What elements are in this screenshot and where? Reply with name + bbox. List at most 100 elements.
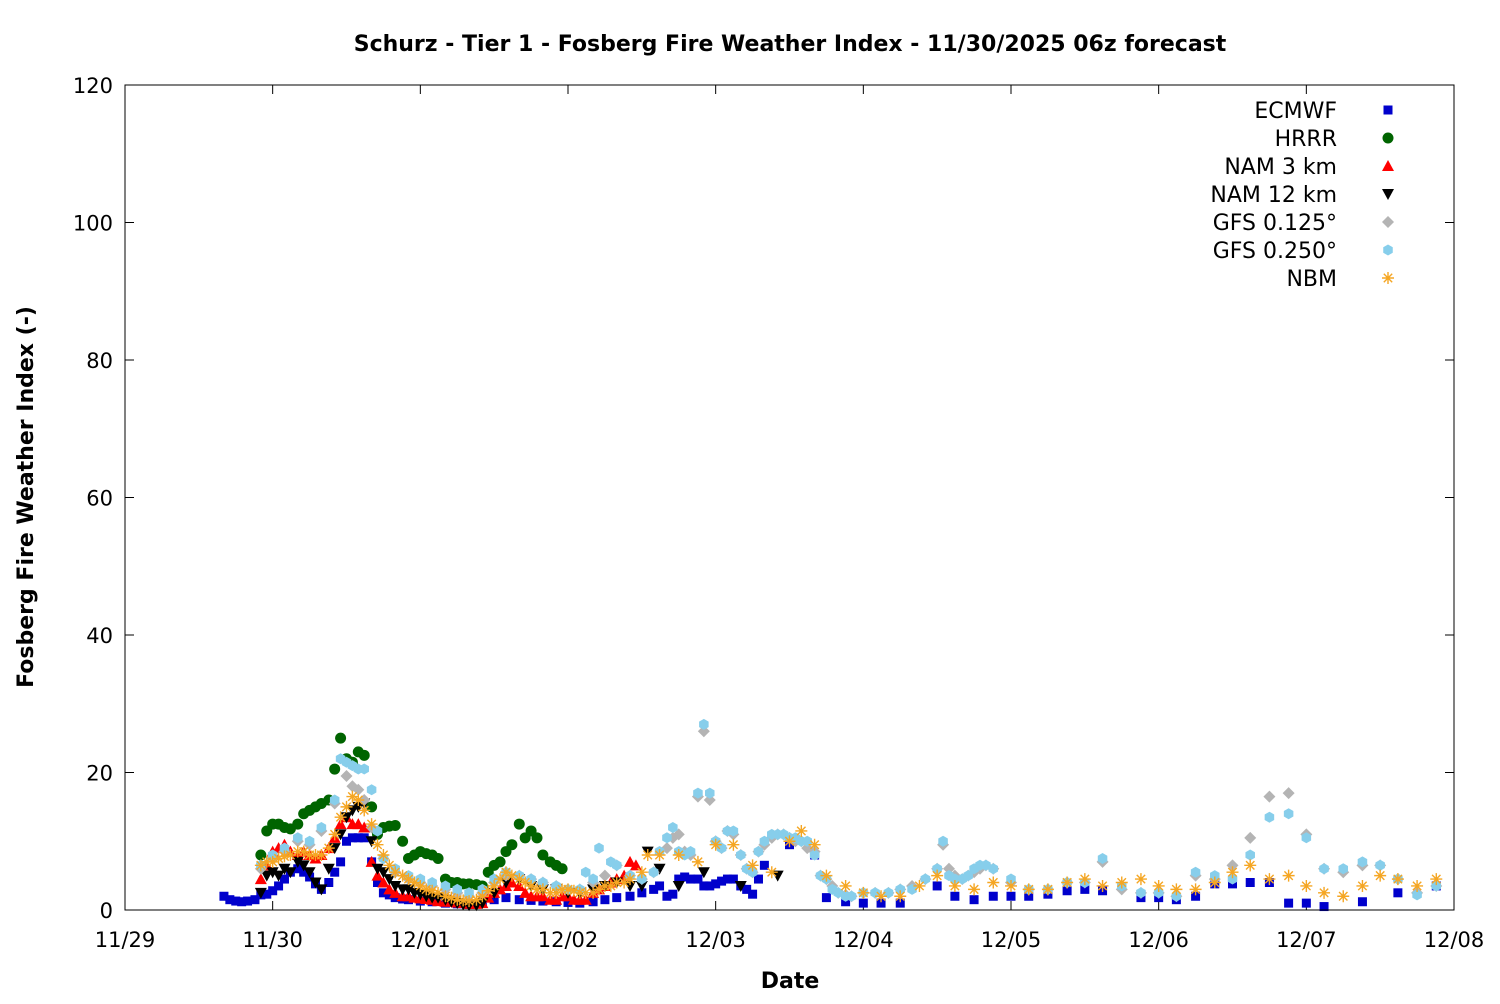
nbm-point: [519, 876, 532, 889]
nam-3-km-point: [550, 893, 563, 905]
nbm-point: [389, 866, 402, 879]
nam-3-km-point: [377, 876, 390, 888]
gfs-0-250-point: [662, 832, 672, 844]
nbm-point: [1170, 883, 1183, 896]
nam-12-km-point: [734, 880, 747, 892]
gfs-0-250-point: [1375, 859, 1385, 871]
ecmwf-point: [293, 864, 303, 874]
nbm-point: [1391, 873, 1404, 886]
legend-marker-ecmwf: [1383, 105, 1393, 115]
ecmwf-point: [988, 891, 998, 901]
ecmwf-point: [686, 874, 696, 884]
nbm-point: [525, 879, 538, 892]
nam-12-km-point: [624, 880, 637, 892]
ecmwf-point: [705, 881, 715, 891]
nbm-point: [857, 886, 870, 899]
ecmwf-point: [330, 867, 340, 877]
ecmwf-point: [895, 898, 905, 908]
gfs-0-250-point: [685, 846, 696, 858]
ecmwf-point: [969, 895, 979, 905]
nbm-point: [839, 879, 852, 892]
nam-12-km-point: [635, 880, 648, 892]
nbm-point: [610, 876, 623, 889]
ecmwf-point: [600, 895, 610, 905]
nbm-point: [931, 869, 944, 882]
nbm-point: [1152, 879, 1165, 892]
nbm-point: [482, 884, 495, 897]
gfs-0-250-point: [705, 787, 715, 799]
nbm-point: [1189, 883, 1202, 896]
gfs-0-250-point: [1301, 832, 1312, 844]
ecmwf-point: [821, 893, 831, 903]
ecmwf-point: [268, 886, 278, 896]
nam-12-km-point: [771, 870, 784, 882]
nbm-point: [1115, 876, 1128, 889]
nam-3-km-point: [629, 859, 642, 871]
nbm-point: [746, 859, 759, 872]
ecmwf-point: [693, 874, 703, 884]
nbm-point: [439, 890, 452, 903]
nbm-point: [1300, 879, 1313, 892]
nam-3-km-point: [358, 821, 371, 833]
ecmwf-point: [563, 897, 573, 907]
legend-label-nbm: NBM: [1286, 267, 1337, 292]
hrrr-point: [389, 819, 401, 831]
gfs-0-250-point: [1006, 873, 1016, 885]
gfs-0-250-point: [938, 835, 948, 847]
y-tick-label: 100: [73, 212, 113, 236]
y-tick-label: 80: [86, 349, 113, 373]
nbm-point: [808, 838, 821, 851]
y-tick-label: 40: [86, 624, 113, 648]
nbm-point: [1282, 869, 1295, 882]
hrrr-point: [556, 863, 568, 875]
x-tick-label: 12/02: [538, 928, 599, 952]
nbm-point: [408, 876, 421, 889]
legend-marker-nam-12-km: [1382, 189, 1394, 200]
nbm-point: [396, 869, 409, 882]
nam-12-km-point: [476, 898, 489, 910]
ecmwf-point: [359, 833, 369, 843]
gfs-0-250-point: [895, 883, 906, 895]
nam-3-km-point: [624, 855, 637, 867]
nbm-point: [795, 824, 808, 837]
nam-3-km-point: [371, 869, 384, 881]
nbm-point: [266, 855, 279, 868]
nbm-point: [272, 852, 285, 865]
nbm-point: [1318, 886, 1331, 899]
nam-12-km-point: [315, 884, 328, 896]
nbm-point: [377, 849, 390, 861]
y-tick-label: 0: [100, 899, 113, 923]
ecmwf-point: [1245, 878, 1255, 887]
nbm-point: [783, 835, 796, 848]
gfs-0-250-point: [1097, 852, 1108, 864]
nbm-point: [505, 869, 518, 882]
nbm-point: [913, 879, 926, 892]
nbm-point: [383, 859, 396, 872]
nam-3-km-point: [505, 876, 518, 888]
ecmwf-point: [728, 874, 738, 884]
ecmwf-point: [378, 888, 388, 898]
x-axis-label: Date: [761, 969, 820, 994]
gfs-0-250-point: [950, 873, 960, 885]
gfs-0-250-point: [753, 846, 764, 858]
ecmwf-point: [501, 893, 511, 903]
x-tick-label: 12/08: [1424, 928, 1485, 952]
nam-12-km-point: [284, 867, 297, 879]
ecmwf-point: [250, 895, 260, 905]
ecmwf-point: [932, 881, 942, 891]
nbm-point: [1022, 883, 1035, 896]
nbm-point: [1041, 883, 1054, 896]
nbm-point: [1226, 866, 1239, 879]
ecmwf-point: [722, 874, 732, 884]
gfs-0-250-point: [464, 887, 474, 899]
series-nbm: [254, 790, 1443, 908]
nbm-point: [488, 879, 501, 892]
nam-12-km-point: [309, 877, 322, 889]
x-tick-label: 12/06: [1128, 928, 1189, 952]
gfs-0-125-point: [697, 725, 710, 738]
gfs-0-250-point: [1431, 880, 1442, 892]
gfs-0-125-point: [340, 769, 353, 782]
nbm-point: [1374, 869, 1387, 882]
series-gfs-0-125: [254, 725, 1443, 903]
